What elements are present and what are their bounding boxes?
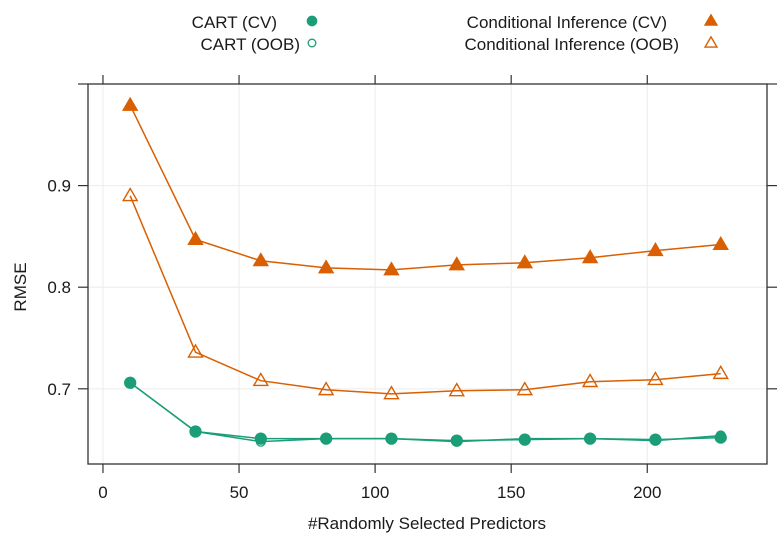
data-point xyxy=(320,433,332,444)
legend-marker-icon xyxy=(703,35,719,48)
data-point xyxy=(125,377,136,388)
data-point xyxy=(516,254,534,269)
series-cart-oob xyxy=(125,377,726,447)
legend-marker-icon xyxy=(307,38,317,48)
series-cart-cv xyxy=(124,376,727,447)
data-point xyxy=(121,187,139,202)
data-point xyxy=(448,382,465,397)
data-point xyxy=(581,373,599,388)
axis-ticks: 0 50 100 150 200 0.7 0.8 0.9 xyxy=(47,75,777,502)
data-point xyxy=(317,381,335,396)
data-point xyxy=(712,235,729,251)
x-axis-label: #Randomly Selected Predictors xyxy=(308,514,546,533)
data-point xyxy=(714,431,727,444)
plot-frame xyxy=(87,83,768,465)
data-point xyxy=(715,430,726,441)
data-point xyxy=(584,433,596,444)
data-point xyxy=(516,381,534,396)
data-point xyxy=(190,426,201,437)
data-point xyxy=(647,242,664,257)
data-point xyxy=(383,261,400,276)
data-point xyxy=(581,249,599,264)
grid-lines xyxy=(88,84,767,464)
y-tick-label: 0.8 xyxy=(47,278,71,297)
x-tick-label: 0 xyxy=(98,483,107,502)
legend: CART (CV) CART (OOB) Conditional Inferen… xyxy=(192,13,719,54)
data-point xyxy=(647,371,664,386)
data-point xyxy=(187,230,204,245)
legend-label-ci-oob: Conditional Inference (OOB) xyxy=(465,35,680,54)
legend-markers xyxy=(306,13,719,48)
data-point xyxy=(650,435,661,446)
series-layer xyxy=(121,96,729,447)
x-tick-label: 50 xyxy=(230,483,249,502)
data-point xyxy=(187,343,204,358)
legend-label-cart-oob: CART (OOB) xyxy=(201,35,301,54)
data-point xyxy=(519,433,530,444)
data-point xyxy=(712,364,729,380)
x-tick-label: 100 xyxy=(361,483,389,502)
series-line xyxy=(129,382,721,443)
series-line xyxy=(129,104,721,271)
y-axis-label: RMSE xyxy=(11,262,30,311)
data-point xyxy=(255,436,266,447)
x-tick-label: 200 xyxy=(633,483,661,502)
y-tick-label: 0.7 xyxy=(47,380,71,399)
legend-label-ci-cv: Conditional Inference (CV) xyxy=(467,13,667,32)
data-point xyxy=(317,259,335,274)
series-line xyxy=(129,382,721,442)
data-point xyxy=(121,96,139,111)
series-conditional-inference-oob xyxy=(121,187,729,400)
y-tick-label: 0.9 xyxy=(47,177,71,196)
data-point xyxy=(448,256,465,271)
data-point xyxy=(383,385,400,400)
data-point xyxy=(386,433,397,444)
data-point xyxy=(252,252,270,267)
series-conditional-inference-cv xyxy=(121,96,729,276)
x-tick-label: 150 xyxy=(497,483,525,502)
data-point xyxy=(451,436,462,447)
series-line xyxy=(129,195,721,395)
legend-label-cart-cv: CART (CV) xyxy=(192,13,277,32)
legend-marker-icon xyxy=(306,15,318,27)
legend-marker-icon xyxy=(703,13,719,26)
data-point xyxy=(252,372,270,387)
